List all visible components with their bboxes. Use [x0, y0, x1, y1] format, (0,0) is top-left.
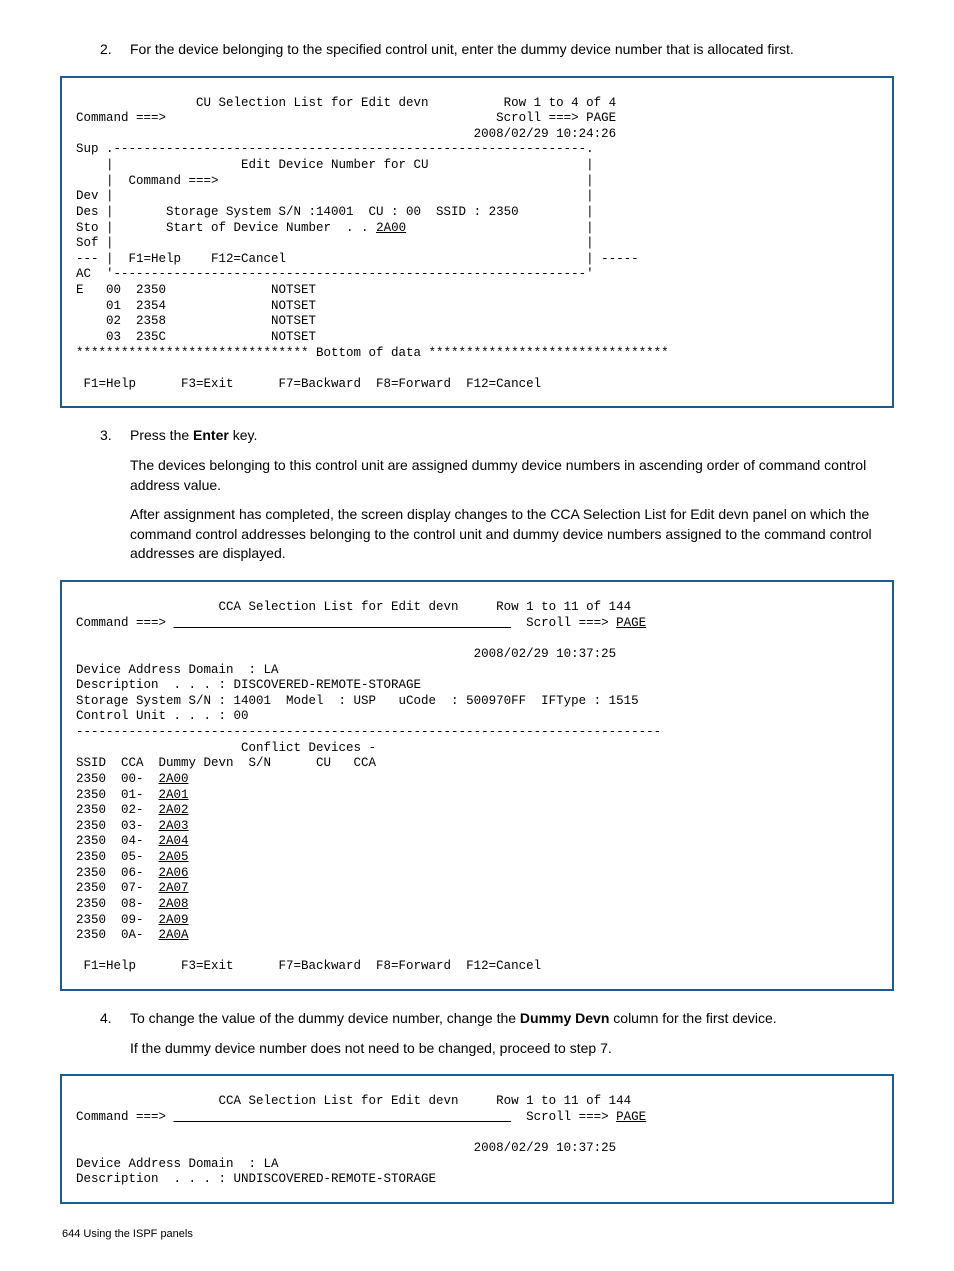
step-4-p2: If the dummy device number does not need… — [130, 1039, 894, 1059]
panel-2: CCA Selection List for Edit devn Row 1 t… — [60, 580, 894, 991]
step-3-p2: After assignment has completed, the scre… — [130, 505, 894, 564]
step-2: For the device belonging to the specifie… — [130, 40, 894, 60]
step-3-intro: Press the Enter key. — [130, 426, 894, 446]
step-3-p1: The devices belonging to this control un… — [130, 456, 894, 495]
panel-1: CU Selection List for Edit devn Row 1 to… — [60, 76, 894, 409]
page-footer: 644 Using the ISPF panels — [60, 1228, 894, 1240]
step-3: Press the Enter key. The devices belongi… — [130, 426, 894, 564]
panel-3: CCA Selection List for Edit devn Row 1 t… — [60, 1074, 894, 1204]
step-4: To change the value of the dummy device … — [130, 1009, 894, 1058]
step-4-text: To change the value of the dummy device … — [130, 1009, 894, 1029]
step-2-text: For the device belonging to the specifie… — [130, 40, 894, 60]
